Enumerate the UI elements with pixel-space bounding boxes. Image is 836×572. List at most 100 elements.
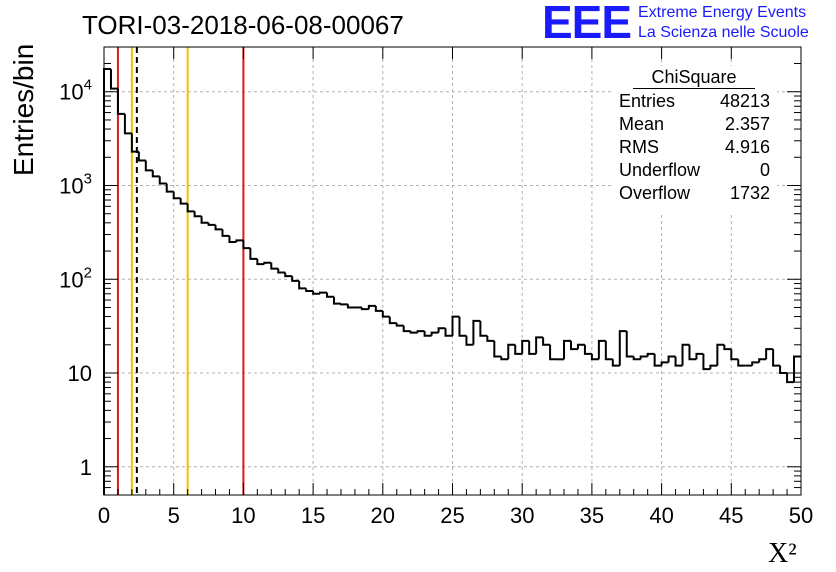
histogram-bin — [388, 316, 397, 325]
stats-value: 2.357 — [724, 114, 770, 134]
histogram-bin — [737, 359, 746, 367]
histogram-bin — [305, 288, 314, 292]
stats-key: RMS — [619, 137, 659, 157]
grid-lines — [104, 47, 801, 495]
stats-row-underflow: Underflow 0 — [619, 160, 770, 183]
histogram-bin — [158, 176, 167, 185]
histogram-bin — [576, 343, 585, 350]
stats-title-text: ChiSquare — [633, 67, 755, 89]
histogram-bin — [123, 113, 132, 135]
histogram-bin — [632, 356, 641, 361]
logo-line-2: La Scienza nelle Scuole — [638, 24, 809, 41]
histogram-bin — [625, 331, 634, 358]
stats-key: Mean — [619, 114, 665, 134]
histogram-bin — [528, 340, 537, 355]
histogram-bin — [151, 170, 160, 178]
histogram-bin — [165, 183, 174, 193]
histogram-bin — [291, 276, 300, 282]
x-tick-label: 0 — [98, 503, 110, 528]
histogram-bin — [751, 361, 760, 366]
stats-key: Underflow — [619, 160, 701, 180]
reference-lines — [116, 47, 245, 495]
histogram-bin — [618, 330, 627, 366]
y-tick-label: 104 — [59, 77, 92, 105]
histogram-bin — [193, 211, 202, 218]
histogram-bin — [479, 320, 488, 337]
x-tick-label: 15 — [301, 503, 325, 528]
histogram-bin — [569, 340, 578, 351]
histogram-bin — [333, 296, 341, 305]
histogram-bin — [263, 261, 272, 265]
histogram-bin — [381, 310, 390, 318]
histogram-bin — [242, 240, 251, 250]
stats-value: 48213 — [719, 91, 770, 111]
x-tick-label: 20 — [371, 503, 395, 528]
histogram-bin — [367, 304, 376, 310]
histogram-bin — [416, 330, 425, 333]
histogram-bin — [772, 349, 781, 367]
y-axis-label: Entries/bin — [8, 43, 39, 177]
histogram-bin — [563, 339, 571, 360]
histogram-bin — [423, 331, 432, 337]
histogram-bin — [270, 262, 279, 270]
histogram-bin — [681, 343, 690, 366]
histogram-bin — [590, 353, 599, 361]
x-tick-label: 50 — [789, 503, 813, 528]
histogram-bin — [653, 353, 662, 367]
histogram-bin — [493, 340, 502, 358]
histogram-bin — [458, 316, 467, 337]
y-tick-label: 102 — [59, 264, 92, 292]
histogram-bin — [611, 359, 620, 367]
histogram-bin — [535, 336, 544, 354]
histogram-bin — [144, 160, 153, 172]
x-tick-label: 25 — [440, 503, 464, 528]
stats-key: Overflow — [619, 183, 691, 203]
histogram-bin — [395, 323, 404, 327]
x-tick-label: 40 — [649, 503, 673, 528]
histogram-bin — [200, 216, 209, 224]
histogram-bin — [326, 292, 335, 298]
histogram-bin — [256, 258, 265, 266]
histogram-bin — [793, 355, 801, 383]
histogram-bin — [723, 344, 732, 351]
histogram-bin — [758, 358, 767, 363]
histogram-bin — [583, 344, 592, 355]
histogram-bin — [451, 315, 460, 336]
x-axis-label: X² — [768, 538, 797, 569]
x-axis: 0 5 10 15 20 25 30 35 40 45 50 — [98, 47, 813, 528]
histogram-bin — [465, 335, 474, 346]
histogram-bin — [109, 68, 118, 90]
histogram-bin — [639, 355, 648, 360]
x-tick-label: 35 — [580, 503, 604, 528]
stats-row-overflow: Overflow 1732 — [619, 183, 770, 206]
histogram-bin — [360, 307, 369, 311]
histogram-bin — [730, 349, 739, 361]
histogram-bin — [674, 356, 683, 367]
histogram-bin — [402, 325, 411, 333]
histogram-bin — [472, 319, 481, 345]
x-tick-label: 10 — [231, 503, 255, 528]
stats-title: ChiSquare — [612, 67, 776, 89]
stats-value: 1732 — [729, 183, 770, 203]
histogram-bin — [284, 272, 293, 278]
logo-line-1: Extreme Energy Events — [638, 4, 807, 21]
histogram-bin — [249, 248, 258, 260]
histogram-bin — [103, 67, 111, 495]
histogram-bin — [786, 373, 795, 384]
histogram-bin — [130, 133, 139, 153]
stats-value: 0 — [759, 160, 770, 180]
x-tick-label: 45 — [719, 503, 743, 528]
histogram-bin — [779, 365, 788, 375]
histogram-bin — [695, 352, 704, 360]
histogram-bin — [298, 280, 307, 290]
histogram-bin — [500, 356, 509, 361]
histogram-bin — [207, 222, 216, 226]
stats-value: 4.916 — [724, 137, 770, 157]
histogram-bin — [374, 305, 383, 312]
histogram-bin — [116, 88, 125, 115]
histogram-bin — [409, 331, 418, 334]
histogram-bin — [221, 229, 230, 237]
y-tick-label: 103 — [59, 170, 92, 198]
stats-row-entries: Entries 48213 — [619, 91, 770, 114]
